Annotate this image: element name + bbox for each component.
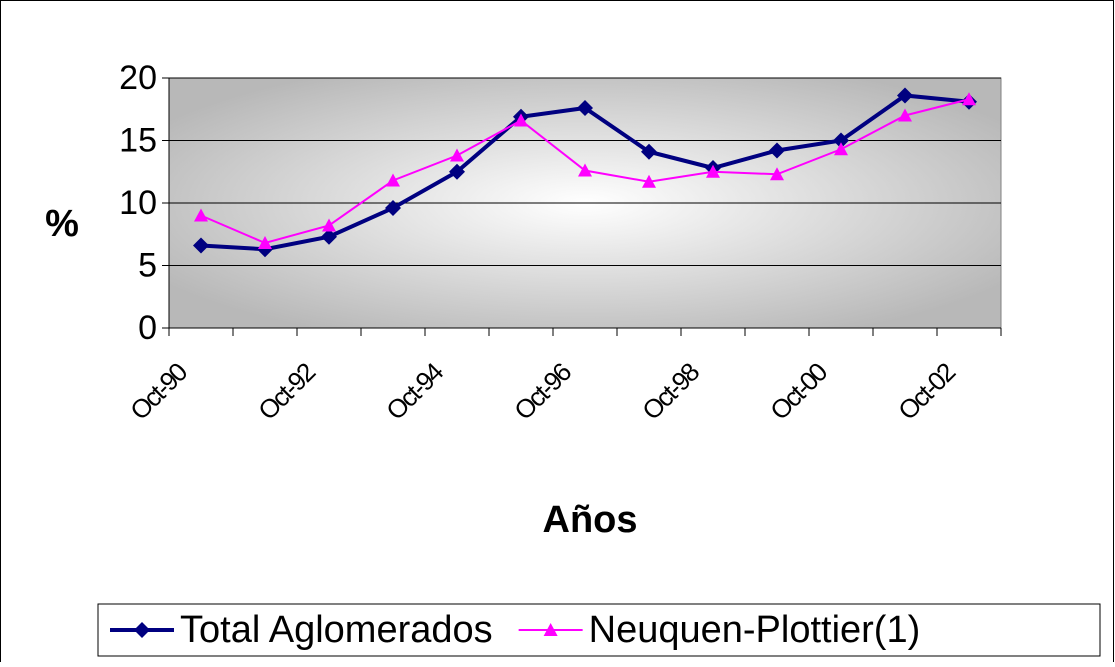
marker — [642, 174, 656, 188]
marker — [543, 623, 558, 636]
y-tick-label: 0 — [138, 309, 157, 347]
marker — [898, 108, 912, 122]
marker — [194, 208, 208, 222]
marker — [834, 142, 848, 156]
marker — [386, 173, 400, 187]
marker — [962, 92, 976, 106]
marker — [514, 113, 528, 127]
marker — [833, 132, 849, 149]
marker — [577, 100, 593, 116]
legend-label: Neuquen-Plottier(1) — [589, 609, 921, 651]
marker — [770, 167, 784, 181]
marker — [641, 143, 657, 160]
marker — [321, 228, 337, 245]
marker — [449, 163, 465, 180]
y-tick-label: 15 — [119, 121, 157, 159]
y-tick-label: 5 — [138, 246, 157, 284]
y-tick-label: 20 — [119, 59, 157, 97]
marker — [450, 148, 464, 162]
marker — [258, 236, 272, 249]
legend-label: Total Aglomerados — [180, 609, 493, 651]
y-axis-label: % — [45, 203, 79, 245]
marker — [385, 200, 401, 216]
x-axis-label: Años — [543, 499, 638, 541]
marker — [193, 237, 209, 254]
marker — [322, 218, 336, 232]
legend — [97, 603, 1101, 657]
marker — [578, 163, 592, 177]
marker — [769, 142, 785, 159]
marker — [706, 164, 720, 178]
marker — [134, 622, 150, 638]
y-tick-label: 10 — [119, 184, 157, 222]
marker — [897, 87, 913, 104]
